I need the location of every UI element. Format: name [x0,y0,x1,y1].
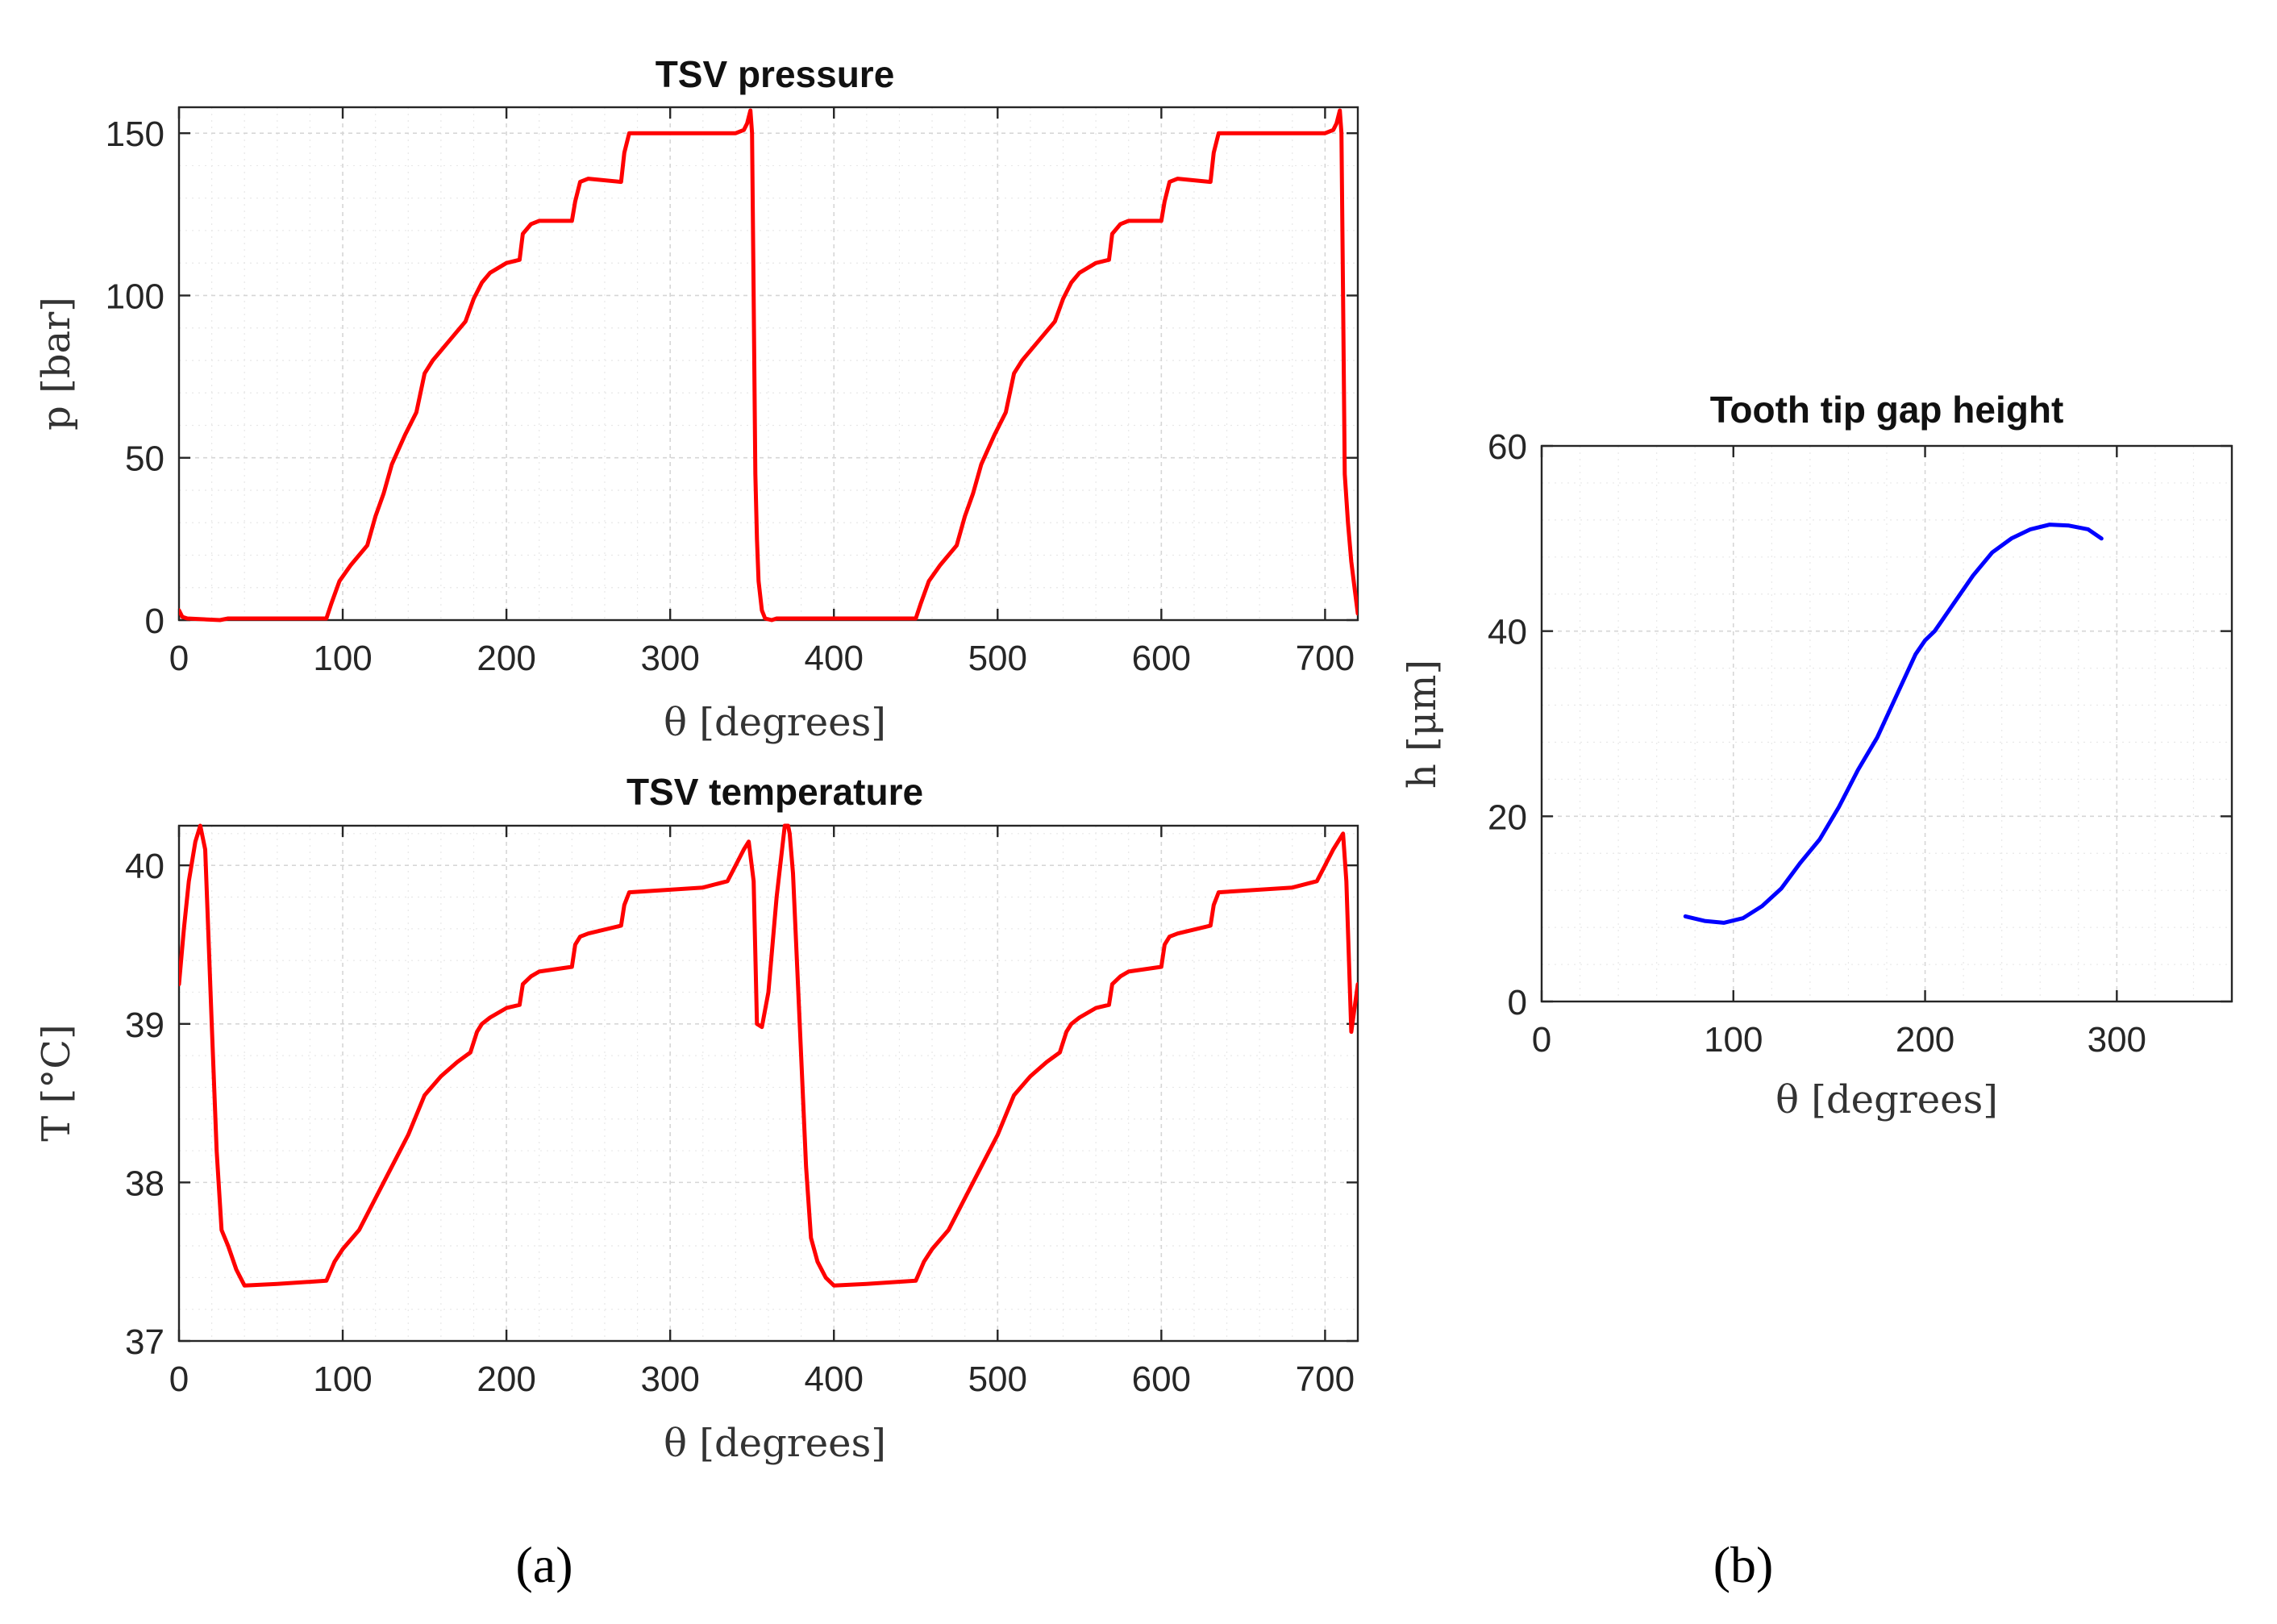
temperature-x-tick-label: 300 [640,1360,699,1399]
temperature-axes-frame [177,824,1359,1343]
gap-x-tick-label: 100 [1704,1020,1763,1060]
gap-y-tick-label: 40 [1488,613,1527,652]
pressure-y-tick-label: 100 [106,277,164,316]
temperature-x-tick-label: 100 [313,1360,372,1399]
temperature-x-tick-label: 500 [968,1360,1027,1399]
pressure-x-axis-label: θ [degrees] [664,700,886,745]
pressure-x-tick-label: 600 [1132,639,1191,678]
temperature-chart-title: TSV temperature [626,771,923,813]
gap-x-axis-label: θ [degrees] [1775,1077,1998,1122]
pressure-chart: TSV pressure θ [degrees] p [bar] 0 100 200… [34,53,1359,745]
temperature-y-tick-label: 40 [125,847,164,886]
pressure-chart-title: TSV pressure [656,53,895,95]
pressure-x-tick-label: 300 [640,639,699,678]
pressure-x-tick-label: 200 [477,639,535,678]
panel-label-a: (a) [515,1536,572,1593]
temperature-x-axis-label: θ [degrees] [664,1421,886,1466]
gap-y-axis-label: h [μm] [1400,660,1445,789]
pressure-x-tick-label: 400 [805,639,864,678]
temperature-y-tick-label: 37 [125,1322,164,1362]
temperature-y-axis-label: T [°C] [34,1024,79,1141]
temperature-chart: TSV temperature θ [degrees] T [°C] 0 100 2… [34,771,1359,1466]
pressure-x-tick-label: 0 [169,639,189,678]
temperature-x-tick-label: 200 [477,1360,535,1399]
temperature-series-line-T [179,823,1358,1288]
gap-y-tick-label: 60 [1488,427,1527,467]
pressure-y-tick-label: 50 [125,439,164,479]
temperature-x-tick-label: 600 [1132,1360,1191,1399]
pressure-y-axis-label: p [bar] [34,297,79,431]
gap-chart-title: Tooth tip gap height [1710,389,2064,431]
temperature-y-tick-label: 38 [125,1164,164,1203]
gap-y-tick-label: 0 [1508,983,1527,1022]
gap-axes-frame [1540,444,2233,1003]
panel-label-b: (b) [1713,1536,1774,1593]
pressure-x-tick-label: 500 [968,639,1027,678]
gap-series-line-h [1683,523,2104,925]
pressure-y-tick-label: 0 [145,602,164,641]
pressure-x-tick-label: 700 [1296,639,1355,678]
temperature-x-tick-label: 0 [169,1360,189,1399]
temperature-y-tick-label: 39 [125,1006,164,1045]
pressure-series-line-p [179,108,1358,623]
pressure-y-tick-label: 150 [106,115,164,154]
temperature-x-tick-label: 700 [1296,1360,1355,1399]
gap-x-tick-label: 0 [1532,1020,1551,1060]
gap-y-tick-label: 20 [1488,797,1527,837]
gap-chart: Tooth tip gap height θ [degrees] h [μm] … [1400,389,2233,1122]
gap-x-tick-label: 200 [1896,1020,1954,1060]
gap-x-tick-label: 300 [2088,1020,2146,1060]
temperature-x-tick-label: 400 [805,1360,864,1399]
pressure-x-tick-label: 100 [313,639,372,678]
